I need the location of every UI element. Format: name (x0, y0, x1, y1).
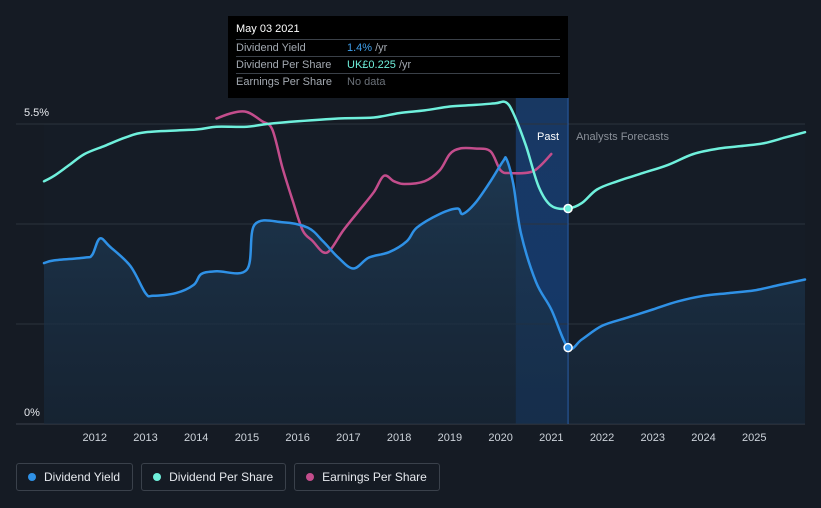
x-tick-label: 2024 (691, 432, 715, 444)
dividend-per-share-marker (563, 203, 573, 214)
dividend-per-share-dot-icon (153, 473, 162, 481)
tooltip-unit: /yr (398, 59, 412, 71)
legend-item-dividend-per-share[interactable]: Dividend Per Share (141, 463, 287, 491)
tooltip-row-earnings-per-share: Earnings Per Share No data (236, 73, 560, 90)
x-tick-label: 2023 (641, 432, 665, 444)
tooltip-date: May 03 2021 (236, 23, 300, 35)
y-axis-top-label: 5.5% (24, 107, 49, 119)
x-tick-label: 2022 (590, 432, 614, 444)
x-tick-label: 2021 (539, 432, 563, 444)
x-tick-label: 2025 (742, 432, 766, 444)
dividend-per-share-line (42, 100, 807, 211)
x-tick-label: 2012 (82, 432, 106, 444)
legend-item-dividend-yield[interactable]: Dividend Yield (16, 463, 134, 491)
x-tick-label: 2015 (235, 432, 259, 444)
y-axis-bottom-label: 0% (24, 407, 40, 419)
tooltip-label: Earnings Per Share (236, 76, 332, 88)
forecast-label: Analysts Forecasts (576, 131, 669, 143)
earnings-per-share-line (215, 110, 553, 255)
dividend-yield-dot-icon (28, 473, 36, 481)
x-tick-label: 2018 (387, 432, 411, 444)
tooltip-label: Dividend Per Share (236, 59, 332, 71)
past-label: Past (537, 131, 559, 143)
legend-item-earnings-per-share[interactable]: Earnings Per Share (294, 463, 440, 491)
tooltip-value: UK£0.225 (347, 59, 396, 71)
x-tick-label: 2020 (488, 432, 512, 444)
chart-legend: Dividend Yield Dividend Per Share Earnin… (16, 463, 440, 491)
earnings-per-share-dot-icon (306, 473, 315, 481)
dividend-yield-marker (563, 342, 573, 353)
x-tick-label: 2013 (133, 432, 157, 444)
x-tick-label: 2014 (184, 432, 208, 444)
dividend-yield-line (42, 156, 807, 351)
tooltip-label: Dividend Yield (236, 42, 306, 54)
legend-label: Dividend Per Share (169, 470, 274, 484)
legend-label: Dividend Yield (44, 470, 121, 484)
hover-tooltip: May 03 2021 Dividend Yield 1.4% /yr Divi… (228, 16, 568, 98)
tooltip-value: No data (347, 76, 386, 88)
x-tick-label: 2017 (336, 432, 360, 444)
tooltip-unit: /yr (375, 42, 388, 54)
x-tick-label: 2016 (285, 432, 309, 444)
legend-label: Earnings Per Share (322, 470, 427, 484)
tooltip-row-dividend-yield: Dividend Yield 1.4% /yr (236, 39, 560, 56)
x-tick-label: 2019 (438, 432, 462, 444)
dividend-yield-area (44, 157, 805, 424)
tooltip-row-dividend-per-share: Dividend Per Share UK£0.225 /yr (236, 56, 560, 73)
tooltip-value: 1.4% (347, 42, 373, 54)
